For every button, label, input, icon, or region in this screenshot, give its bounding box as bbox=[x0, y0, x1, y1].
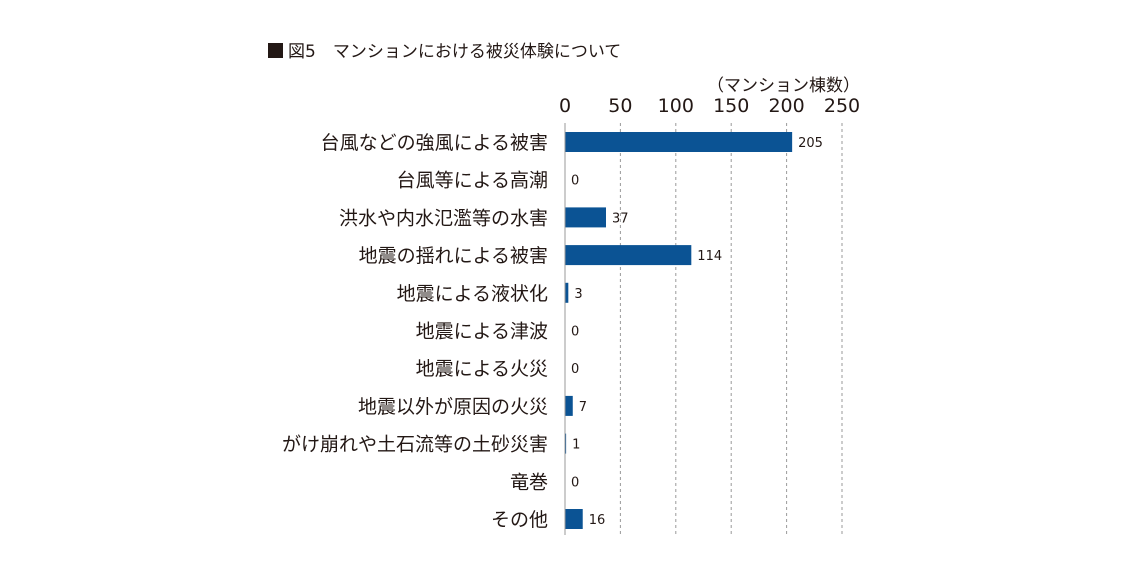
category-label: 地震の揺れによる被害 bbox=[359, 245, 548, 267]
value-label: 7 bbox=[579, 400, 587, 415]
category-label: 洪水や内水氾濫等の水害 bbox=[339, 207, 548, 229]
x-tick-label: 100 bbox=[658, 95, 694, 117]
category-label: 地震以外が原因の火災 bbox=[358, 396, 548, 418]
category-label: その他 bbox=[491, 509, 548, 531]
bar bbox=[565, 433, 567, 454]
bar bbox=[565, 282, 569, 303]
chart-title: 図5 マンションにおける被災体験について bbox=[288, 42, 621, 62]
bar bbox=[565, 207, 606, 228]
category-label: がけ崩れや土石流等の土砂災害 bbox=[282, 434, 548, 456]
value-label: 205 bbox=[798, 136, 823, 151]
value-label: 0 bbox=[571, 362, 579, 377]
value-label: 1 bbox=[572, 438, 580, 453]
category-label: 竜巻 bbox=[510, 471, 548, 493]
bar bbox=[565, 509, 583, 529]
category-label: 台風などの強風による被害 bbox=[321, 132, 548, 154]
value-label: 16 bbox=[589, 513, 606, 528]
value-label: 0 bbox=[571, 325, 579, 340]
x-tick-label: 50 bbox=[608, 95, 632, 117]
category-label: 地震による火災 bbox=[416, 358, 548, 380]
bar bbox=[565, 132, 793, 152]
value-label: 37 bbox=[612, 211, 629, 226]
value-label: 0 bbox=[571, 174, 579, 189]
bars bbox=[565, 132, 793, 529]
x-tick-label: 250 bbox=[824, 95, 860, 117]
bar bbox=[565, 245, 692, 266]
category-label: 地震による液状化 bbox=[397, 283, 548, 305]
value-labels: 205 0 37 114 3 0 0 7 1 0 16 bbox=[571, 136, 823, 528]
category-label: 地震による津波 bbox=[416, 321, 548, 343]
x-tick-label: 0 bbox=[559, 95, 571, 117]
x-axis-ticks: 0 50 100 150 200 250 bbox=[559, 95, 860, 117]
value-label: 0 bbox=[571, 475, 579, 490]
category-labels: 台風などの強風による被害台風等による高潮洪水や内水氾濫等の水害地震の揺れによる被… bbox=[282, 132, 548, 531]
gridlines bbox=[619, 123, 843, 535]
bar bbox=[565, 395, 573, 416]
x-tick-label: 150 bbox=[713, 95, 749, 117]
title-square-icon bbox=[268, 43, 283, 58]
value-label: 114 bbox=[697, 249, 722, 264]
x-tick-label: 200 bbox=[768, 95, 804, 117]
value-label: 3 bbox=[574, 287, 582, 302]
category-label: 台風等による高潮 bbox=[397, 170, 548, 192]
unit-label: （マンション棟数） bbox=[707, 76, 860, 96]
